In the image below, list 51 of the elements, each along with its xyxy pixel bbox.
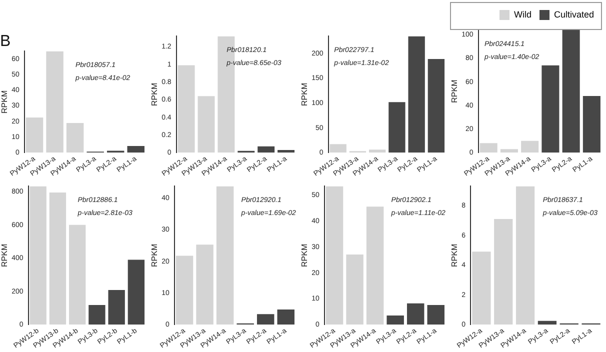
bar bbox=[278, 150, 295, 153]
bar bbox=[326, 186, 344, 325]
bar bbox=[196, 244, 214, 325]
bar bbox=[26, 118, 44, 153]
bar bbox=[538, 320, 557, 325]
bar bbox=[66, 122, 84, 153]
bar bbox=[346, 254, 364, 325]
chart-title: B bbox=[0, 33, 11, 50]
bar bbox=[176, 256, 194, 325]
bar bbox=[472, 252, 491, 325]
bar bbox=[582, 96, 600, 153]
bar bbox=[562, 30, 580, 153]
y-axis-title: RPKM bbox=[450, 244, 460, 267]
legend-label: Cultivated bbox=[554, 9, 594, 20]
bar bbox=[258, 146, 275, 153]
y-axis-title: RPKM bbox=[0, 244, 10, 267]
bar bbox=[68, 224, 86, 325]
bar bbox=[49, 192, 66, 325]
bar bbox=[368, 150, 386, 153]
bar bbox=[521, 140, 539, 153]
bar bbox=[128, 260, 145, 325]
bar bbox=[408, 36, 425, 153]
bar bbox=[330, 144, 346, 153]
bar bbox=[542, 65, 560, 153]
bar bbox=[500, 149, 518, 153]
bar bbox=[88, 305, 106, 325]
bar bbox=[108, 290, 125, 325]
bar bbox=[30, 186, 46, 325]
bar bbox=[178, 65, 195, 153]
bar bbox=[277, 309, 294, 325]
y-axis-title: RPKM bbox=[150, 244, 160, 267]
bar bbox=[256, 314, 274, 325]
y-axis-title: RPKM bbox=[0, 90, 10, 114]
bar bbox=[386, 316, 404, 325]
legend-label: Wild bbox=[514, 9, 532, 20]
bar bbox=[46, 51, 64, 153]
bar bbox=[406, 303, 424, 325]
y-axis-title: RPKM bbox=[450, 79, 460, 103]
bar bbox=[480, 143, 498, 153]
y-axis-title: RPKM bbox=[300, 82, 310, 106]
bar bbox=[494, 218, 513, 325]
bar bbox=[198, 96, 215, 153]
bar bbox=[516, 186, 535, 325]
bar bbox=[388, 102, 406, 153]
bar bbox=[428, 58, 445, 153]
bar bbox=[216, 186, 234, 325]
bar bbox=[366, 206, 384, 325]
bar bbox=[427, 304, 444, 325]
y-axis-title: RPKM bbox=[300, 244, 310, 267]
y-axis-title: RPKM bbox=[150, 82, 160, 106]
bar bbox=[127, 146, 144, 153]
